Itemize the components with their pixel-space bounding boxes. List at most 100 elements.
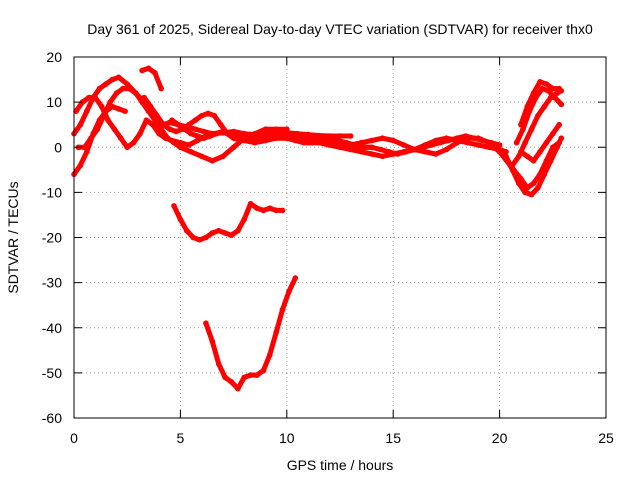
data-point [175, 121, 182, 128]
data-point [84, 108, 90, 114]
data-point [358, 139, 365, 146]
data-point [486, 139, 492, 146]
data-point [267, 205, 273, 211]
data-point [252, 139, 258, 146]
data-point [186, 121, 192, 128]
axis-ticks: 0 5 10 15 20 25 -60 -50 -40 -30 -20 -10 0 10 20 [42, 49, 614, 446]
data-point [556, 85, 562, 92]
chart-title: Day 361 of 2025, Sidereal Day-to-day VTE… [87, 21, 593, 37]
data-point [428, 142, 435, 148]
data-point [184, 227, 190, 234]
data-point [247, 200, 254, 207]
data-point [103, 81, 109, 87]
data-point [554, 90, 560, 96]
data-point [215, 227, 222, 234]
data-point [209, 338, 216, 345]
data-point [190, 234, 196, 241]
data-point [105, 117, 111, 123]
data-point [326, 137, 333, 144]
data-point [337, 139, 343, 146]
data-point [115, 106, 122, 112]
data-point [294, 133, 301, 139]
data-point [516, 153, 522, 160]
data-point [73, 108, 79, 114]
y-tick-label: 0 [54, 139, 62, 155]
data-point [543, 81, 550, 87]
data-point [558, 101, 565, 108]
data-point [537, 79, 543, 85]
data-point [433, 151, 439, 157]
data-point [390, 137, 397, 144]
data-point [77, 162, 84, 169]
data-point [181, 126, 188, 132]
data-point [524, 153, 531, 160]
data-point [188, 130, 194, 137]
data-point [386, 149, 392, 155]
data-point [118, 135, 124, 141]
data-point [347, 142, 354, 148]
data-point [220, 128, 226, 135]
data-point [550, 130, 556, 137]
data-point [535, 185, 541, 191]
data-point [220, 153, 226, 160]
data-point [539, 85, 545, 92]
data-point [88, 135, 94, 141]
data-point [215, 361, 222, 367]
data-point [245, 135, 252, 141]
data-point [267, 352, 273, 358]
data-point [126, 85, 133, 92]
y-axis-label: SDTVAR / TECUs [5, 181, 21, 293]
data-point [535, 112, 541, 119]
data-point [228, 232, 235, 238]
x-axis-label: GPS time / hours [287, 457, 394, 473]
data-point [286, 288, 292, 295]
data-point [509, 162, 516, 169]
data-point [530, 158, 537, 164]
x-tick-label: 10 [279, 430, 295, 446]
data-point [167, 126, 173, 132]
data-point [379, 153, 386, 160]
data-point [554, 144, 560, 151]
data-point [292, 137, 299, 144]
data-point [530, 180, 537, 187]
data-point [503, 153, 509, 160]
x-tick-label: 25 [598, 430, 614, 446]
data-point [186, 142, 192, 148]
data-point [496, 142, 503, 148]
data-point [92, 94, 99, 101]
data-point [264, 128, 271, 135]
data-point [475, 135, 482, 141]
series-track-9 [203, 275, 298, 392]
data-point [230, 144, 237, 151]
data-point [247, 372, 254, 378]
data-point [98, 103, 105, 110]
data-point [79, 99, 86, 105]
data-series [71, 65, 565, 392]
data-point [132, 90, 139, 96]
data-point [139, 67, 145, 74]
y-tick-label: -60 [42, 410, 62, 426]
data-point [147, 103, 154, 110]
data-point [369, 151, 375, 157]
y-tick-label: -50 [42, 365, 62, 381]
data-point [305, 135, 311, 141]
data-point [226, 130, 233, 137]
data-point [81, 144, 88, 151]
data-point [177, 216, 184, 223]
data-point [379, 135, 386, 141]
data-point [198, 112, 205, 119]
data-point [411, 146, 418, 153]
data-point [273, 126, 280, 132]
data-point [203, 320, 209, 327]
data-point [475, 142, 482, 148]
data-point [143, 117, 150, 123]
data-point [171, 203, 177, 209]
data-point [96, 85, 103, 92]
data-point [279, 207, 286, 214]
data-point [258, 130, 265, 137]
data-point [241, 374, 247, 381]
data-point [201, 128, 207, 135]
data-point [84, 149, 90, 155]
x-tick-label: 5 [177, 430, 185, 446]
data-point [541, 171, 548, 178]
